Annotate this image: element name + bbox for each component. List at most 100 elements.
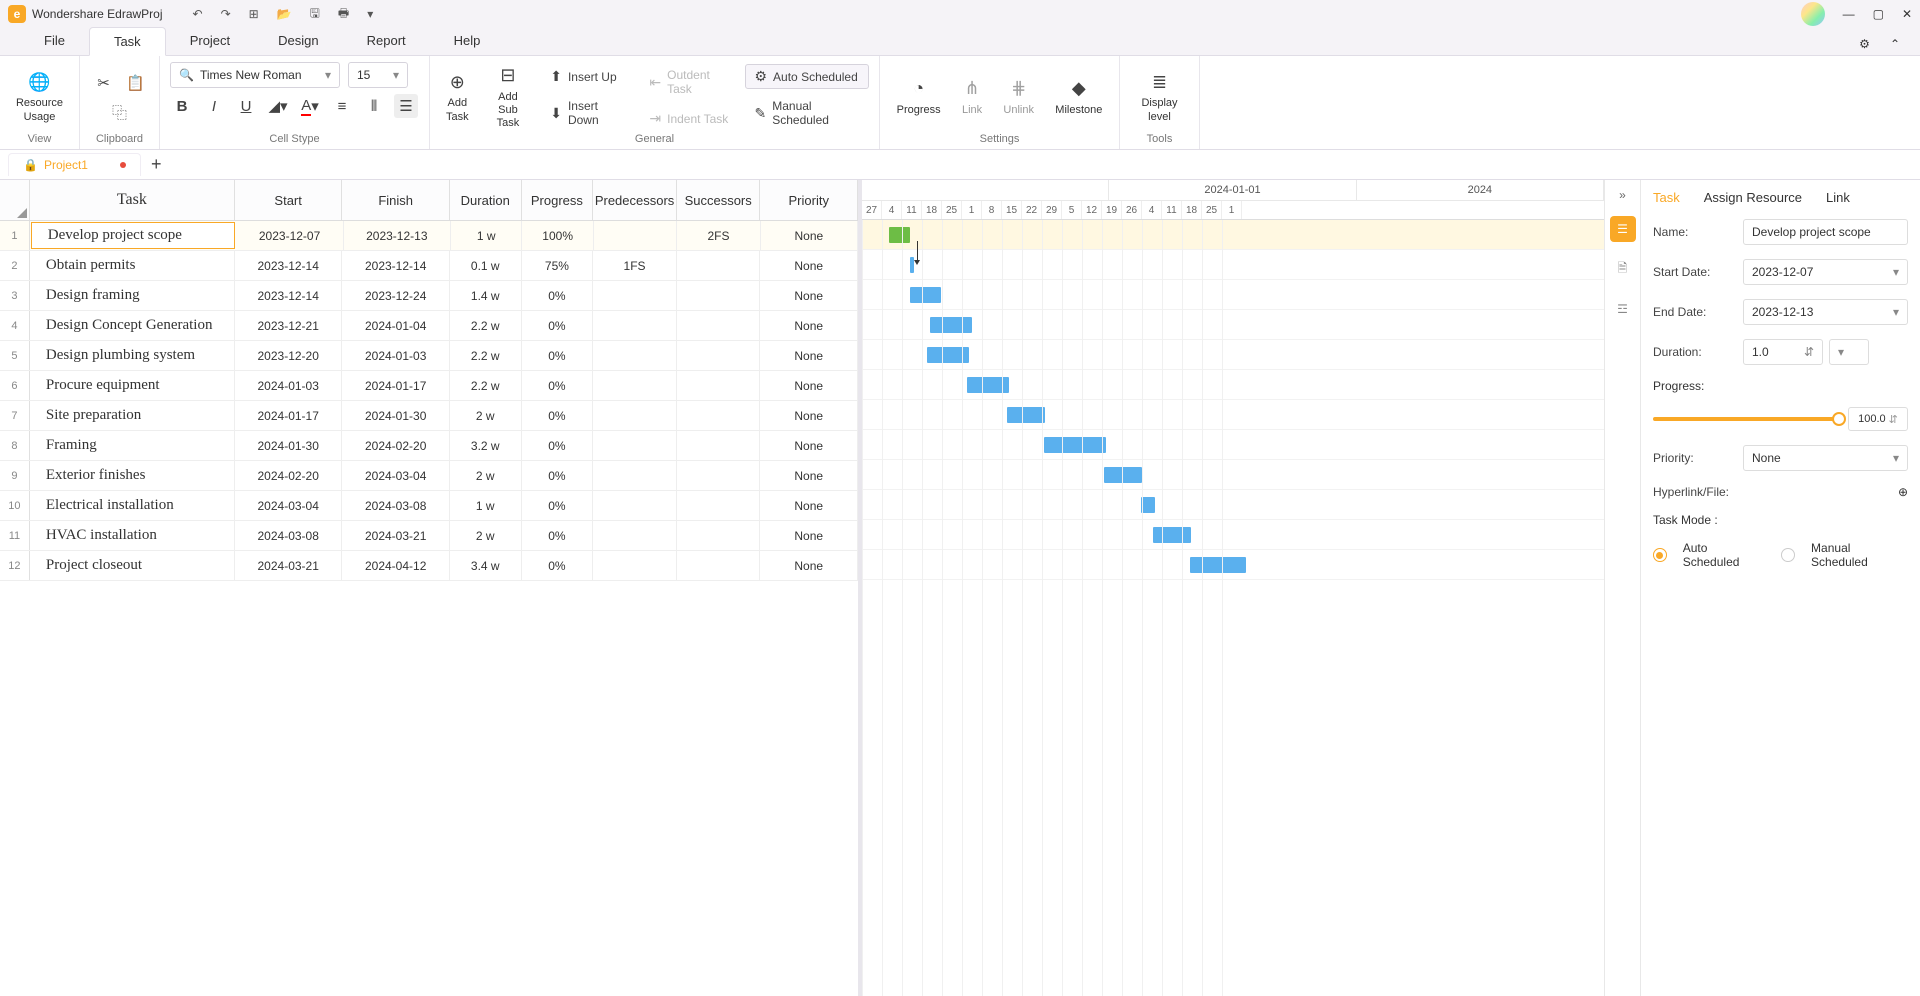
collapse-ribbon-icon[interactable]: ⌃ (1890, 37, 1900, 51)
table-row[interactable]: 6 Procure equipment 2024-01-03 2024-01-1… (0, 371, 858, 401)
close-icon[interactable]: ✕ (1902, 7, 1912, 21)
cell-progress[interactable]: 0% (522, 521, 594, 550)
col-start[interactable]: Start (235, 180, 343, 220)
gantt-bar[interactable] (930, 317, 972, 333)
cell-progress[interactable]: 0% (522, 431, 594, 460)
row-number[interactable]: 8 (0, 431, 30, 460)
cell-duration[interactable]: 2.2 w (450, 341, 522, 370)
cell-task[interactable]: HVAC installation (30, 521, 235, 550)
cell-finish[interactable]: 2024-03-08 (342, 491, 449, 520)
font-family-select[interactable]: 🔍 Times New Roman ▾ (170, 62, 340, 88)
row-number[interactable]: 11 (0, 521, 30, 550)
print-icon[interactable]: 🖶 (338, 4, 349, 25)
cell-start[interactable]: 2024-01-03 (235, 371, 342, 400)
cell-succ[interactable] (677, 491, 761, 520)
row-number[interactable]: 7 (0, 401, 30, 430)
cell-priority[interactable]: None (760, 311, 858, 340)
table-row[interactable]: 8 Framing 2024-01-30 2024-02-20 3.2 w 0%… (0, 431, 858, 461)
cell-task[interactable]: Site preparation (30, 401, 235, 430)
gantt-bar[interactable] (1007, 407, 1045, 423)
milestone-button[interactable]: ◆Milestone (1049, 76, 1108, 119)
table-row[interactable]: 11 HVAC installation 2024-03-08 2024-03-… (0, 521, 858, 551)
cell-priority[interactable]: None (760, 491, 858, 520)
col-priority[interactable]: Priority (760, 180, 858, 220)
cell-finish[interactable]: 2024-01-03 (342, 341, 449, 370)
cell-priority[interactable]: None (760, 281, 858, 310)
insert-down-button[interactable]: ⬇Insert Down (541, 95, 632, 131)
italic-icon[interactable]: I (202, 94, 226, 118)
prop-tab-link[interactable]: Link (1826, 190, 1850, 205)
display-level-button[interactable]: ≣Displaylevel (1135, 69, 1183, 125)
paste-icon[interactable]: 📋 (124, 71, 148, 95)
columns-icon[interactable]: ⦀ (362, 94, 386, 118)
cell-duration[interactable]: 1 w (451, 221, 522, 250)
maximize-icon[interactable]: ▢ (1873, 7, 1884, 21)
cell-progress[interactable]: 0% (522, 491, 594, 520)
cell-finish[interactable]: 2024-04-12 (342, 551, 449, 580)
font-size-select[interactable]: 15 ▾ (348, 62, 408, 88)
cell-pred[interactable] (593, 491, 677, 520)
indent-format-icon[interactable]: ☰ (394, 94, 418, 118)
cell-succ[interactable] (677, 431, 761, 460)
cell-duration[interactable]: 0.1 w (450, 251, 522, 280)
cell-start[interactable]: 2024-02-20 (235, 461, 342, 490)
cell-pred[interactable] (593, 311, 677, 340)
row-number[interactable]: 9 (0, 461, 30, 490)
cell-succ[interactable] (677, 371, 761, 400)
new-document-button[interactable]: + (151, 154, 162, 175)
cell-progress[interactable]: 0% (522, 371, 594, 400)
cell-priority[interactable]: None (761, 221, 858, 250)
cell-progress[interactable]: 0% (522, 341, 594, 370)
col-predecessors[interactable]: Predecessors (593, 180, 677, 220)
cell-progress[interactable]: 0% (522, 401, 594, 430)
progress-button[interactable]: ◔Progress (891, 76, 947, 119)
gantt-row[interactable] (862, 400, 1604, 430)
cell-finish[interactable]: 2023-12-14 (342, 251, 449, 280)
fill-color-icon[interactable]: ◢▾ (266, 94, 290, 118)
add-hyperlink-icon[interactable]: ⊕ (1898, 485, 1908, 499)
cell-task[interactable]: Obtain permits (30, 251, 235, 280)
gantt-bar[interactable] (1104, 467, 1142, 483)
cell-start[interactable]: 2024-03-08 (235, 521, 342, 550)
table-row[interactable]: 10 Electrical installation 2024-03-04 20… (0, 491, 858, 521)
gantt-bar[interactable] (910, 287, 941, 303)
insert-up-button[interactable]: ⬆Insert Up (541, 64, 632, 89)
document-tab[interactable]: 🔒 Project1 (8, 153, 141, 176)
gantt-bar[interactable] (889, 227, 910, 243)
cell-task[interactable]: Electrical installation (30, 491, 235, 520)
cell-pred[interactable] (593, 461, 677, 490)
auto-radio[interactable] (1653, 548, 1667, 562)
avatar-icon[interactable] (1801, 2, 1825, 26)
cell-duration[interactable]: 2 w (450, 461, 522, 490)
add-task-button[interactable]: ⊕ AddTask (440, 69, 475, 125)
col-progress[interactable]: Progress (522, 180, 594, 220)
cell-priority[interactable]: None (760, 551, 858, 580)
gantt-row[interactable] (862, 220, 1604, 250)
cell-finish[interactable]: 2024-01-30 (342, 401, 449, 430)
cell-pred[interactable] (593, 431, 677, 460)
filter-icon[interactable]: ☲ (1610, 296, 1636, 322)
cell-succ[interactable] (677, 401, 761, 430)
gantt-row[interactable] (862, 520, 1604, 550)
gantt-row[interactable] (862, 370, 1604, 400)
font-color-icon[interactable]: A▾ (298, 94, 322, 118)
select-all-corner[interactable] (0, 180, 30, 220)
settings-icon[interactable]: ⚙ (1859, 37, 1870, 51)
cell-finish[interactable]: 2024-02-20 (342, 431, 449, 460)
resource-usage-button[interactable]: 🌐 ResourceUsage (10, 69, 69, 125)
cell-start[interactable]: 2023-12-14 (235, 281, 342, 310)
menu-tab-report[interactable]: Report (343, 27, 430, 55)
gantt-row[interactable] (862, 430, 1604, 460)
table-row[interactable]: 7 Site preparation 2024-01-17 2024-01-30… (0, 401, 858, 431)
cell-task[interactable]: Procure equipment (30, 371, 235, 400)
menu-tab-help[interactable]: Help (430, 27, 505, 55)
cell-finish[interactable]: 2024-01-17 (342, 371, 449, 400)
cell-task[interactable]: Exterior finishes (30, 461, 235, 490)
cell-task[interactable]: Develop project scope (31, 222, 236, 249)
cell-progress[interactable]: 0% (522, 551, 594, 580)
cell-priority[interactable]: None (760, 251, 858, 280)
cell-progress[interactable]: 75% (522, 251, 594, 280)
cell-start[interactable]: 2023-12-20 (235, 341, 342, 370)
cell-priority[interactable]: None (760, 461, 858, 490)
cell-start[interactable]: 2024-03-04 (235, 491, 342, 520)
